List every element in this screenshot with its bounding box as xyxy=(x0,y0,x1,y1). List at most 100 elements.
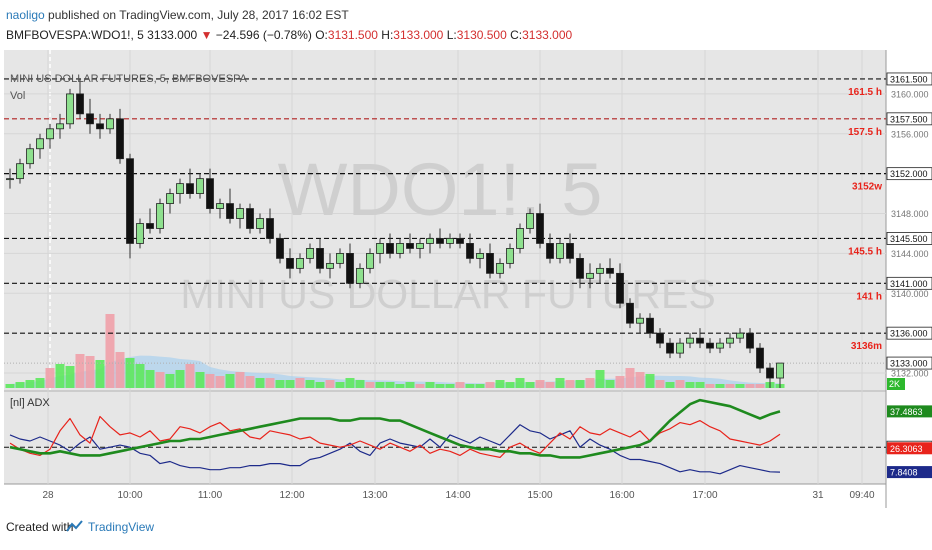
candle-body xyxy=(376,243,384,254)
candle-body xyxy=(466,243,474,259)
tradingview-brand[interactable]: TradingView xyxy=(88,520,155,534)
volume-bar xyxy=(495,380,505,388)
watermark: WDO1!, 5 MINI US DOLLAR FUTURES xyxy=(180,148,715,317)
candle-body xyxy=(776,362,784,379)
candle-body xyxy=(446,238,454,244)
published-text: published on TradingView.com, July 28, 2… xyxy=(48,8,349,22)
volume-bar xyxy=(55,364,65,388)
price-label-value: 3152.000 xyxy=(890,169,928,179)
volume-bar xyxy=(145,370,155,388)
candle-body xyxy=(586,272,594,279)
author-link[interactable]: naoligo xyxy=(6,8,45,22)
candle-body xyxy=(746,332,754,349)
volume-bar xyxy=(435,384,445,388)
volume-bar xyxy=(685,382,695,388)
watermark-title: MINI US DOLLAR FUTURES xyxy=(180,271,715,317)
tradingview-logo-icon xyxy=(66,520,83,532)
volume-bar xyxy=(755,384,765,388)
x-tick-label: 09:40 xyxy=(849,490,874,501)
ohlc-close: 3133.000 xyxy=(522,28,573,42)
candle-body xyxy=(356,267,364,284)
created-with-text: Created with xyxy=(6,520,74,534)
price-label-box xyxy=(886,326,932,340)
volume-bar xyxy=(165,374,175,388)
volume-bar xyxy=(235,372,245,388)
x-tick-label: 31 xyxy=(812,490,824,501)
volume-bar xyxy=(315,382,325,388)
y-tick-label: 3132.000 xyxy=(891,369,929,379)
chart-header: naoligo published on TradingView.com, Ju… xyxy=(0,0,932,50)
chart-canvas[interactable]: WDO1!, 5 MINI US DOLLAR FUTURES 161.5 h3… xyxy=(0,50,932,508)
volume-bar xyxy=(195,372,205,388)
candle-body xyxy=(86,113,94,125)
candle-body xyxy=(276,238,284,259)
volume-bar xyxy=(265,378,275,388)
adx-line-adx xyxy=(9,398,781,459)
candle-body xyxy=(76,93,84,115)
footer: Created with TradingView xyxy=(0,508,932,550)
y-tick-label: 3144.000 xyxy=(891,249,929,259)
volume-bar xyxy=(15,382,25,388)
adx-last-box xyxy=(887,442,932,455)
volume-bar xyxy=(425,382,435,388)
volume-bar xyxy=(345,378,355,388)
volume-bar xyxy=(85,356,95,388)
y-tick-label: 3160.000 xyxy=(891,89,929,99)
volume-bar xyxy=(65,366,75,388)
volume-bar xyxy=(115,352,125,388)
candlestick-series xyxy=(6,78,784,388)
volume-bar xyxy=(465,384,475,388)
volume-bar xyxy=(325,380,335,388)
candle-body xyxy=(166,193,174,204)
candle-body xyxy=(176,183,184,194)
price-label-box xyxy=(886,112,932,126)
candle-body xyxy=(406,243,414,249)
candle-body xyxy=(536,213,544,244)
candle-body xyxy=(196,178,204,194)
candle-body xyxy=(96,123,104,130)
price-label-value: 3141.000 xyxy=(890,279,928,289)
price-level-label: 141 h xyxy=(856,291,882,302)
volume-bar xyxy=(695,382,705,388)
candle-body xyxy=(726,337,734,344)
candle-body xyxy=(306,248,314,259)
price-label-box xyxy=(886,72,932,86)
down-arrow-icon: ▼ xyxy=(200,28,213,42)
adx-line-di-minus xyxy=(9,424,781,475)
x-tick-label: 14:00 xyxy=(445,490,470,501)
candle-body xyxy=(756,347,764,369)
volume-bar xyxy=(225,374,235,388)
price-label-value: 3133.000 xyxy=(890,359,928,369)
volume-bar xyxy=(615,376,625,388)
candle-body xyxy=(566,243,574,259)
volume-bar xyxy=(185,364,195,388)
candle-body xyxy=(16,163,24,180)
volume-bar xyxy=(505,382,515,388)
watermark-symbol: WDO1!, 5 xyxy=(278,148,603,231)
volume-bar xyxy=(745,384,755,388)
candle-body xyxy=(636,317,644,324)
candle-body xyxy=(626,302,634,324)
price-label-box xyxy=(886,356,932,370)
price-label-box xyxy=(886,276,932,290)
price-level-label: 145.5 h xyxy=(848,246,882,257)
price-label-box xyxy=(886,167,932,181)
volume-bar xyxy=(405,382,415,388)
volume-bar xyxy=(285,380,295,388)
volume-bar xyxy=(175,370,185,388)
price-label-value: 3136.000 xyxy=(890,329,928,339)
x-tick-label: 13:00 xyxy=(362,490,387,501)
volume-bar xyxy=(275,380,285,388)
price-level-label: 3136m xyxy=(851,341,882,352)
volume-bar xyxy=(365,382,375,388)
candle-body xyxy=(606,267,614,274)
candle-body xyxy=(286,257,294,269)
main-legend-title: MINI US DOLLAR FUTURES, 5, BMFBOVESPA xyxy=(10,73,248,85)
candle-body xyxy=(366,253,374,269)
adx-last-value: 7.8408 xyxy=(890,468,918,478)
adx-last-box xyxy=(887,405,932,418)
candle-body xyxy=(346,253,354,284)
candle-body xyxy=(296,257,304,269)
volume-bar xyxy=(705,384,715,388)
